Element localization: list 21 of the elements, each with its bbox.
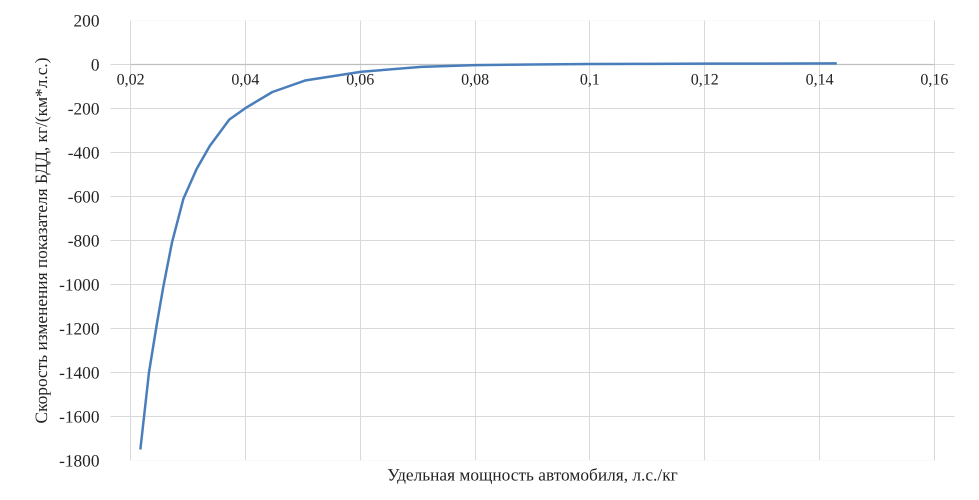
y-tick-label: -1800 xyxy=(59,452,100,470)
x-axis-title: Удельная мощность автомобиля, л.с./кг xyxy=(387,466,678,484)
y-tick-label: -1000 xyxy=(59,276,100,294)
y-tick-label: -200 xyxy=(68,100,100,118)
y-tick-label: 0 xyxy=(90,56,100,74)
y-tick-label: 200 xyxy=(74,12,100,30)
x-tick-label: 0,08 xyxy=(461,72,490,88)
x-tick-label: 0,14 xyxy=(806,72,834,88)
y-tick-label: -1600 xyxy=(59,408,100,426)
y-tick-label: -400 xyxy=(68,144,100,162)
x-tick-label: 0,06 xyxy=(346,72,374,88)
x-tick-label: 0,1 xyxy=(580,72,600,88)
y-tick-label: -600 xyxy=(68,188,100,206)
y-tick-label: -1400 xyxy=(59,364,100,382)
x-tick-label: 0,04 xyxy=(231,72,260,88)
x-tick-label: 0,12 xyxy=(690,72,719,88)
y-tick-label: -1200 xyxy=(59,320,100,338)
y-tick-label: -800 xyxy=(68,232,100,250)
x-tick-label: 0,02 xyxy=(116,72,145,88)
y-axis-title: Скорость изменения показателя БДД, кг/(км*л.с.) xyxy=(32,57,52,424)
x-tick-label: 0,16 xyxy=(920,72,948,88)
